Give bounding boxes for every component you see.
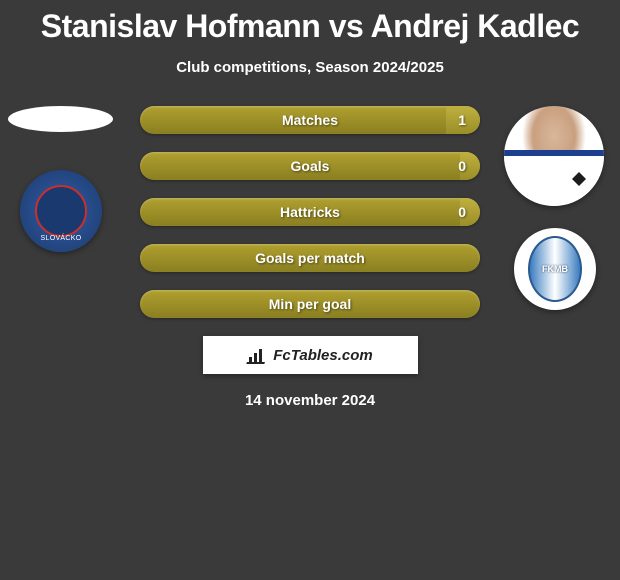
bar-chart-icon [247, 347, 267, 363]
stat-row-min-per-goal: Min per goal [140, 290, 480, 318]
club-badge-slovacko [20, 170, 102, 252]
player-left-column [8, 106, 113, 252]
stat-bars: Matches 1 Goals 0 Hattricks 0 Goals per … [140, 106, 480, 318]
fkmb-shield: FKMB [528, 236, 582, 302]
stat-row-goals-per-match: Goals per match [140, 244, 480, 272]
club-badge-fkmb: FKMB [514, 228, 596, 310]
stat-row-goals: Goals 0 [140, 152, 480, 180]
stat-row-hattricks: Hattricks 0 [140, 198, 480, 226]
player-right-column: FKMB [504, 106, 604, 310]
player-right-photo [504, 106, 604, 206]
page-title: Stanislav Hofmann vs Andrej Kadlec [0, 0, 620, 45]
stat-value-right: 0 [458, 204, 466, 220]
date-text: 14 november 2024 [0, 392, 620, 409]
stat-label: Matches [282, 112, 338, 128]
stat-label: Goals [291, 158, 330, 174]
stat-label: Hattricks [280, 204, 340, 220]
brand-badge: FcTables.com [203, 336, 418, 374]
player-left-placeholder [8, 106, 113, 132]
stat-row-matches: Matches 1 [140, 106, 480, 134]
stat-label: Goals per match [255, 250, 365, 266]
brand-text: FcTables.com [273, 347, 372, 364]
season-subtitle: Club competitions, Season 2024/2025 [0, 59, 620, 76]
comparison-area: FKMB Matches 1 Goals 0 Hattricks 0 Goals… [0, 106, 620, 409]
stat-label: Min per goal [269, 296, 351, 312]
stat-value-right: 1 [458, 112, 466, 128]
stat-value-right: 0 [458, 158, 466, 174]
